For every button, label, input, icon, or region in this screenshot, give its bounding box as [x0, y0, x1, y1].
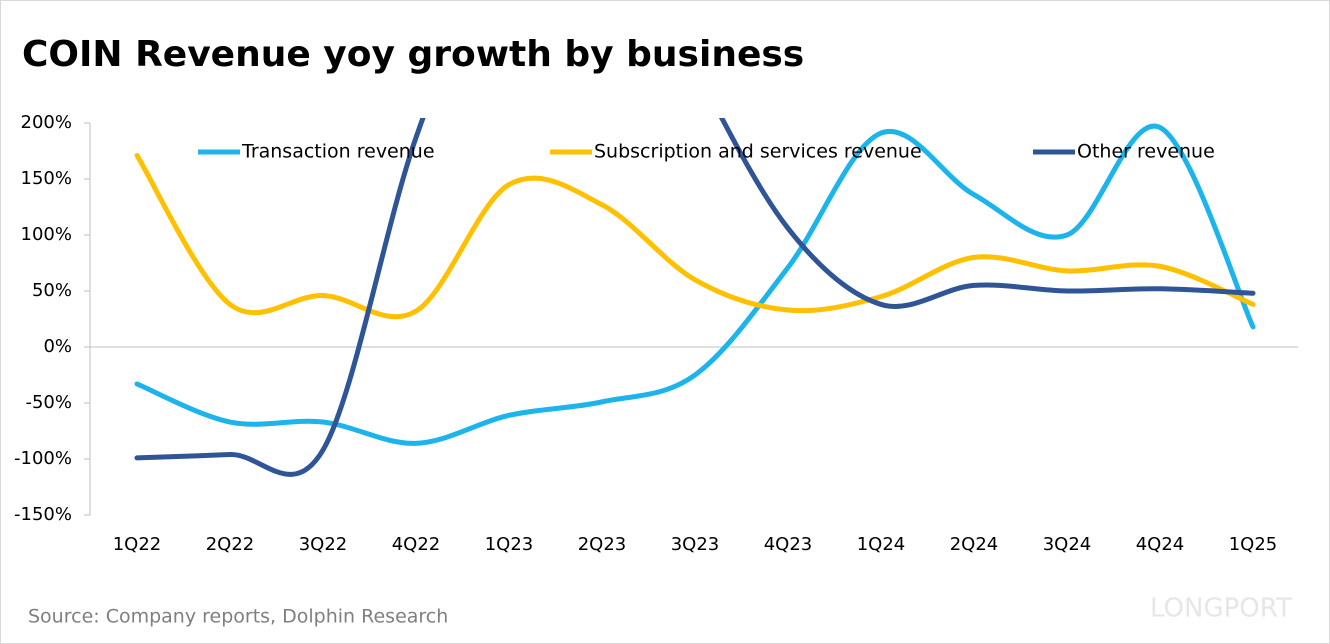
x-tick-label: 3Q23 — [671, 534, 720, 555]
source-note: Source: Company reports, Dolphin Researc… — [28, 606, 448, 628]
line-series — [134, 118, 1256, 477]
x-tick-label: 1Q25 — [1229, 534, 1278, 555]
x-tick-label: 1Q24 — [857, 534, 906, 555]
x-tick-label: 2Q22 — [206, 534, 255, 555]
y-tick-label: 100% — [21, 224, 72, 245]
x-tick-label: 1Q23 — [485, 534, 534, 555]
y-tick-label: -100% — [14, 448, 72, 469]
plot-area — [134, 118, 1256, 477]
x-tick-label: 2Q24 — [950, 534, 999, 555]
x-tick-label: 3Q22 — [299, 534, 348, 555]
x-tick-label: 1Q22 — [113, 534, 162, 555]
y-tick-label: -150% — [14, 504, 72, 525]
y-tick-label: 150% — [21, 168, 72, 189]
legend-label: Other revenue — [1077, 141, 1215, 163]
y-tick-label: -50% — [25, 392, 72, 413]
chart-title: COIN Revenue yoy growth by business — [22, 34, 804, 75]
x-tick-label: 4Q22 — [392, 534, 441, 555]
x-tick-label: 4Q23 — [764, 534, 813, 555]
x-tick-label: 2Q23 — [578, 534, 627, 555]
line-series — [134, 152, 1256, 320]
y-tick-label: 200% — [21, 112, 72, 133]
x-tick-label: 3Q24 — [1043, 534, 1092, 555]
watermark: LONGPORT — [1150, 594, 1292, 624]
x-tick-label: 4Q24 — [1136, 534, 1185, 555]
y-tick-label: 50% — [32, 280, 72, 301]
legend-label: Subscription and services revenue — [594, 141, 922, 163]
legend-label: Transaction revenue — [241, 141, 435, 163]
y-tick-label: 0% — [43, 336, 72, 357]
